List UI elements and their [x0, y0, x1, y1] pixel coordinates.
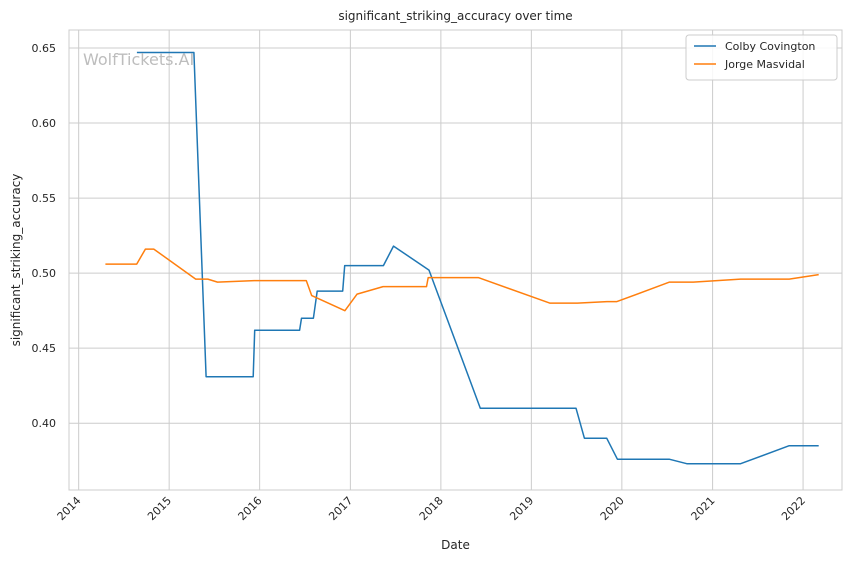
x-axis-label: Date [441, 538, 470, 552]
series-line-colby-covington [136, 51, 819, 465]
grid-lines [69, 30, 842, 490]
legend-box [685, 34, 838, 81]
y-tick-label: 0.60 [32, 117, 57, 130]
y-tick-label: 0.65 [32, 42, 57, 55]
legend: Colby Covington Jorge Masvidal [685, 34, 838, 81]
y-tick-label: 0.55 [32, 192, 57, 205]
y-tick-labels: 0.40 0.45 0.50 0.55 0.60 0.65 [32, 42, 57, 430]
y-axis-label: significant_striking_accuracy [9, 174, 23, 347]
plot-frame [68, 29, 843, 491]
series-layer [105, 51, 819, 465]
y-tick-label: 0.45 [32, 342, 57, 355]
legend-entry: Jorge Masvidal [724, 58, 805, 71]
chart-title: significant_striking_accuracy over time [338, 9, 572, 23]
y-tick-label: 0.40 [32, 417, 57, 430]
series-line-jorge-masvidal [105, 248, 819, 312]
watermark: WolfTickets.AI [83, 50, 194, 69]
legend-entry: Colby Covington [725, 40, 815, 53]
y-tick-label: 0.50 [32, 267, 57, 280]
